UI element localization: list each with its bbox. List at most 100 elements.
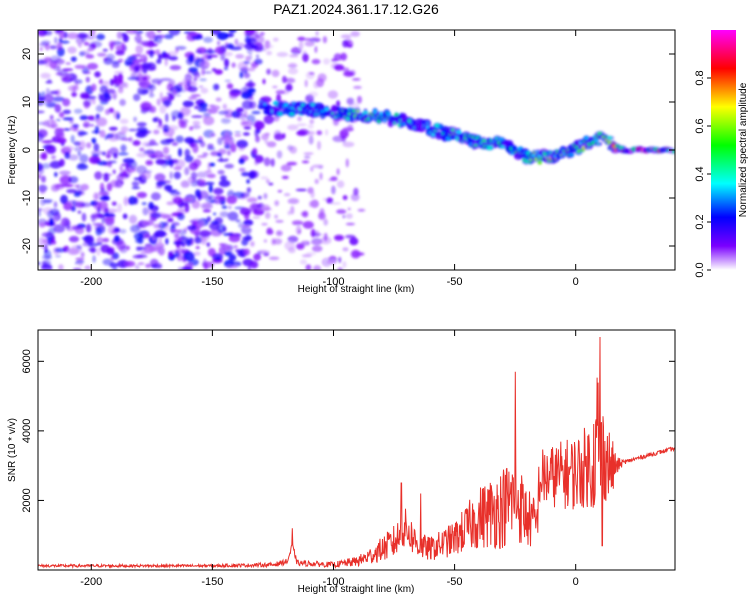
spectrogram-noise-blob — [135, 264, 140, 270]
spectrogram-noise-blob — [132, 254, 144, 259]
spectrogram-noise-blob — [163, 99, 172, 107]
spectrogram-noise-blob — [70, 206, 76, 212]
spectrogram-noise-blob — [131, 186, 141, 190]
spectrogram-noise-blob — [41, 175, 46, 183]
spectrogram-noise-blob — [80, 202, 92, 208]
spectrogram-noise-blob — [271, 69, 280, 78]
spectrogram-noise-blob — [205, 170, 213, 173]
figure-title: PAZ1.2024.361.17.12.G26 — [273, 1, 439, 17]
spectrogram-noise-blob — [116, 80, 126, 89]
spectrogram-noise-blob — [69, 118, 74, 125]
spectrogram-noise-blob — [234, 134, 242, 137]
spectrogram-noise-blob — [329, 202, 341, 205]
spectrogram-noise-blob — [178, 266, 182, 270]
spectrogram-noise-blob — [124, 260, 136, 267]
spectrogram-noise-blob — [237, 42, 246, 49]
spectrogram-noise-blob — [43, 30, 53, 36]
spectrogram-noise-blob — [128, 214, 138, 224]
spectrogram-noise-blob — [228, 30, 237, 34]
spectrogram-noise-blob — [73, 108, 83, 114]
spectrogram-noise-blob — [38, 166, 45, 175]
spectrogram-ridge-core — [345, 116, 351, 121]
spectrogram-ridge-core — [289, 112, 295, 116]
spectrogram-noise-blob — [92, 97, 96, 105]
spectrogram-noise-blob — [263, 207, 272, 211]
spectrogram-noise-blob — [190, 94, 201, 97]
spectrogram-noise-blob — [254, 46, 265, 52]
spectrogram-noise-blob — [131, 181, 140, 187]
spectrogram-noise-blob — [197, 220, 205, 228]
spectrogram-noise-blob — [287, 124, 299, 131]
spectrogram-noise-blob — [163, 129, 169, 133]
spectrogram-noise-blob — [177, 213, 185, 221]
spectrogram-noise-blob — [136, 33, 141, 37]
spectrogram-noise-blob — [251, 110, 261, 115]
spectrogram-noise-blob — [169, 65, 182, 71]
spectrogram-noise-blob — [62, 109, 71, 115]
spectrogram-noise-blob — [206, 216, 211, 222]
x-tick-label: -150 — [201, 576, 223, 588]
spectrogram-noise-blob — [235, 219, 241, 223]
spectrogram-noise-blob — [168, 30, 181, 36]
snr-background — [38, 330, 675, 570]
colorbar-gradient — [711, 30, 736, 270]
spectrogram-noise-blob — [116, 31, 123, 40]
spectrogram-noise-blob — [333, 234, 345, 241]
spectrogram-noise-blob — [342, 195, 348, 201]
spectrogram-noise-blob — [308, 91, 319, 98]
spectrogram-noise-blob — [342, 141, 355, 148]
spectrogram-noise-blob — [159, 91, 163, 101]
spectrogram-noise-blob — [73, 192, 81, 197]
spectrogram-noise-blob — [119, 229, 127, 234]
spectrogram-noise-blob — [63, 202, 73, 211]
spectrogram-noise-blob — [222, 103, 227, 110]
spectrogram-ridge-core — [596, 142, 600, 145]
spectrogram-noise-blob — [83, 121, 90, 128]
spectrogram-noise-blob — [109, 78, 114, 86]
spectrogram-noise-blob — [315, 30, 319, 36]
spectrogram-ridge-core — [386, 112, 391, 117]
spectrogram-noise-blob — [145, 263, 151, 268]
spectrogram-noise-blob — [60, 194, 68, 205]
spectrogram-noise-blob — [173, 196, 183, 205]
spectrogram-noise-blob — [202, 203, 211, 209]
spectrogram-noise-blob — [121, 42, 126, 52]
spectrogram-noise-blob — [59, 158, 65, 167]
spectrogram-noise-blob — [148, 93, 155, 98]
spectrogram-noise-blob — [272, 37, 279, 42]
spectrogram-noise-blob — [276, 94, 282, 103]
spectrogram-noise-blob — [188, 31, 198, 37]
spectrogram-noise-blob — [62, 98, 71, 107]
spectrogram-noise-blob — [169, 171, 173, 180]
spectrogram-noise-blob — [287, 210, 291, 216]
spectrogram-ridge-core — [431, 133, 436, 136]
spectrogram-noise-blob — [241, 172, 251, 177]
spectrogram-noise-blob — [49, 160, 62, 169]
spectrogram-noise-blob — [86, 142, 92, 149]
spectrogram-noise-blob — [41, 140, 53, 144]
spectrogram-noise-blob — [340, 52, 347, 61]
spectrogram-noise-blob — [266, 68, 271, 75]
spectrogram-noise-blob — [226, 196, 237, 204]
spectrogram-x-axis: -200 -150 -100 -50 0 — [80, 30, 579, 288]
spectrogram-noise-blob — [245, 55, 250, 62]
spectrogram-noise-blob — [189, 220, 196, 223]
spectrogram-noise-blob — [81, 67, 90, 74]
spectrogram-noise-blob — [171, 159, 179, 164]
spectrogram-noise-blob — [163, 215, 167, 219]
spectrogram-ridge-core — [277, 112, 283, 116]
spectrogram-noise-blob — [345, 40, 354, 48]
spectrogram-noise-blob — [218, 179, 231, 188]
spectrogram-noise-blob — [81, 212, 87, 222]
spectrogram-noise-blob — [342, 215, 346, 219]
spectrogram-noise-blob — [92, 255, 96, 263]
spectrogram-noise-blob — [253, 253, 261, 261]
spectrogram-noise-blob — [147, 30, 156, 40]
spectrogram-noise-blob — [333, 64, 345, 71]
spectrogram-noise-blob — [202, 71, 213, 74]
spectrogram-noise-blob — [311, 164, 324, 169]
spectrogram-noise-blob — [57, 64, 61, 70]
spectrogram-noise-blob — [83, 99, 92, 107]
spectrogram-noise-blob — [76, 245, 82, 250]
spectrogram-noise-blob — [274, 200, 280, 207]
